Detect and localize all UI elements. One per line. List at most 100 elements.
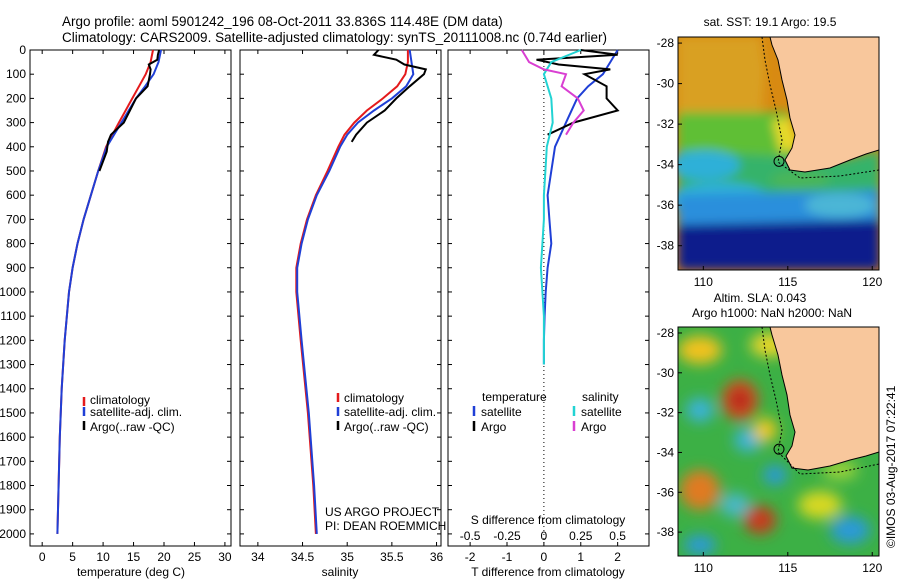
credit-pi: PI: DEAN ROEMMICH bbox=[325, 519, 446, 533]
sla-map-title-2: Argo h1000: NaN h2000: NaN bbox=[692, 306, 852, 320]
y-tick-label: 100 bbox=[6, 67, 26, 81]
y-tick-label: 600 bbox=[6, 188, 26, 202]
legend-climatology: climatology bbox=[344, 391, 404, 405]
legend-s-satellite: satellite bbox=[581, 405, 622, 419]
x-tick-label: -1 bbox=[502, 550, 513, 564]
y-tick-label: 1200 bbox=[0, 333, 26, 347]
y-tick-label: 900 bbox=[6, 261, 26, 275]
x-tick-label: 25 bbox=[188, 550, 202, 564]
y-tick-label: 1100 bbox=[0, 309, 26, 323]
difference-legend: temperature salinity satellite Argo sate… bbox=[472, 390, 622, 434]
legend-t-argo: Argo bbox=[481, 420, 507, 434]
y-tick-label: 300 bbox=[6, 116, 26, 130]
y-tick-label: 1800 bbox=[0, 479, 26, 493]
y-tick-label: 200 bbox=[6, 91, 26, 105]
legend-satellite-adj: satellite-adj. clim. bbox=[90, 405, 182, 419]
header-line-1: Argo profile: aoml 5901242_196 08-Oct-20… bbox=[62, 14, 503, 29]
lat-tick-label: -36 bbox=[657, 198, 675, 212]
temperature-xlabel: temperature (deg C) bbox=[77, 565, 185, 579]
temperature-legend: climatology satellite-adj. clim. Argo(..… bbox=[82, 393, 182, 434]
salinity-xlabel: salinity bbox=[322, 565, 359, 579]
x-tick-label: 35 bbox=[341, 550, 355, 564]
series-satellite-adj-clim bbox=[56, 49, 162, 534]
y-tick-label: 400 bbox=[6, 140, 26, 154]
y-tick-label: 1000 bbox=[0, 285, 26, 299]
imos-stamp: ©IMOS 03-Aug-2017 07:22:41 bbox=[884, 385, 898, 548]
coastline bbox=[769, 327, 879, 471]
series-argo-raw-qc bbox=[350, 49, 428, 143]
credit-project: US ARGO PROJECT bbox=[325, 505, 440, 519]
lat-tick-label: -28 bbox=[657, 326, 675, 340]
sla-map: Altim. SLA: 0.043 Argo h1000: NaN h2000:… bbox=[657, 291, 883, 575]
shelf-contour bbox=[761, 327, 879, 475]
x-tick-label: 5 bbox=[69, 550, 76, 564]
lon-tick-label: 110 bbox=[694, 275, 713, 289]
x-tick-label: 2 bbox=[614, 550, 621, 564]
coastline bbox=[769, 37, 879, 173]
x2-tick-label: 0 bbox=[541, 529, 548, 543]
series-argo-raw-qc bbox=[98, 49, 161, 172]
legend-argo: Argo(..raw -QC) bbox=[90, 420, 175, 434]
lon-tick-label: 120 bbox=[862, 561, 882, 575]
lat-tick-label: -28 bbox=[657, 36, 675, 50]
y-tick-label: 1600 bbox=[0, 430, 26, 444]
x2-tick-label: -0.5 bbox=[460, 529, 481, 543]
y-tick-label: 500 bbox=[6, 164, 26, 178]
x-tick-label: 0 bbox=[39, 550, 46, 564]
lat-tick-label: -36 bbox=[657, 485, 675, 499]
series-satellite-adj-clim bbox=[296, 49, 415, 534]
lon-tick-label: 115 bbox=[778, 275, 797, 289]
legend-header-temperature: temperature bbox=[482, 390, 547, 404]
series-salinity-satellite bbox=[539, 49, 582, 365]
y-tick-label: 1900 bbox=[0, 503, 26, 517]
y-tick-label: 1400 bbox=[0, 382, 26, 396]
lon-tick-label: 120 bbox=[862, 275, 882, 289]
argo-float-marker bbox=[773, 443, 785, 455]
lat-tick-label: -30 bbox=[657, 77, 675, 91]
lat-tick-label: -32 bbox=[657, 406, 675, 420]
lat-tick-label: -32 bbox=[657, 117, 675, 131]
x-tick-label: 10 bbox=[96, 550, 110, 564]
x-tick-label: 36 bbox=[430, 550, 444, 564]
legend-satellite-adj: satellite-adj. clim. bbox=[344, 405, 436, 419]
legend-s-argo: Argo bbox=[581, 420, 607, 434]
x-tick-label: 1 bbox=[577, 550, 584, 564]
s-diff-xlabel: S difference from climatology bbox=[471, 513, 626, 527]
x-tick-label: -2 bbox=[465, 550, 476, 564]
legend-header-salinity: salinity bbox=[582, 390, 619, 404]
lon-tick-label: 110 bbox=[694, 561, 713, 575]
y-tick-label: 1300 bbox=[0, 358, 26, 372]
y-tick-label: 0 bbox=[19, 43, 26, 57]
x-tick-label: 34.5 bbox=[291, 550, 315, 564]
y-tick-label: 800 bbox=[6, 237, 26, 251]
y-tick-label: 700 bbox=[6, 212, 26, 226]
legend-t-satellite: satellite bbox=[481, 405, 522, 419]
salinity-panel: 34 34.5 35 35.5 36 salinity climatology sate… bbox=[239, 49, 446, 579]
sst-map: sat. SST: 19.1 Argo: 19.5 -28 -30 -32 -34 -3… bbox=[657, 15, 883, 289]
t-diff-xlabel: T difference from climatology bbox=[471, 565, 625, 579]
sst-map-title: sat. SST: 19.1 Argo: 19.5 bbox=[704, 15, 837, 29]
salinity-legend: climatology satellite-adj. clim. Argo(..… bbox=[336, 391, 436, 434]
x-tick-label: 30 bbox=[218, 550, 232, 564]
lat-tick-label: -34 bbox=[657, 445, 675, 459]
header-line-2: Climatology: CARS2009. Satellite-adjuste… bbox=[62, 30, 607, 45]
x-tick-label: 20 bbox=[157, 550, 171, 564]
land-mass bbox=[770, 327, 879, 470]
land-mass bbox=[770, 37, 879, 172]
x-tick-label: 34 bbox=[251, 550, 265, 564]
x2-tick-label: 0.5 bbox=[609, 529, 626, 543]
lat-tick-label: -38 bbox=[657, 525, 675, 539]
lat-tick-label: -34 bbox=[657, 158, 675, 172]
x2-tick-label: -0.25 bbox=[493, 529, 521, 543]
lat-tick-label: -38 bbox=[657, 239, 675, 253]
x-tick-label: 35.5 bbox=[380, 550, 404, 564]
temperature-panel: 0100200300400500600700800900100011001200… bbox=[0, 43, 232, 579]
x-tick-label: 15 bbox=[127, 550, 141, 564]
argo-float-marker bbox=[773, 155, 785, 167]
y-tick-label: 1500 bbox=[0, 406, 26, 420]
sla-map-title-1: Altim. SLA: 0.043 bbox=[714, 291, 807, 305]
y-tick-label: 1700 bbox=[0, 454, 26, 468]
difference-panel: -2 -1 0 1 2 -0.5 -0.25 0 0.25 0.5 T difference f… bbox=[447, 49, 650, 579]
legend-climatology: climatology bbox=[90, 393, 150, 407]
